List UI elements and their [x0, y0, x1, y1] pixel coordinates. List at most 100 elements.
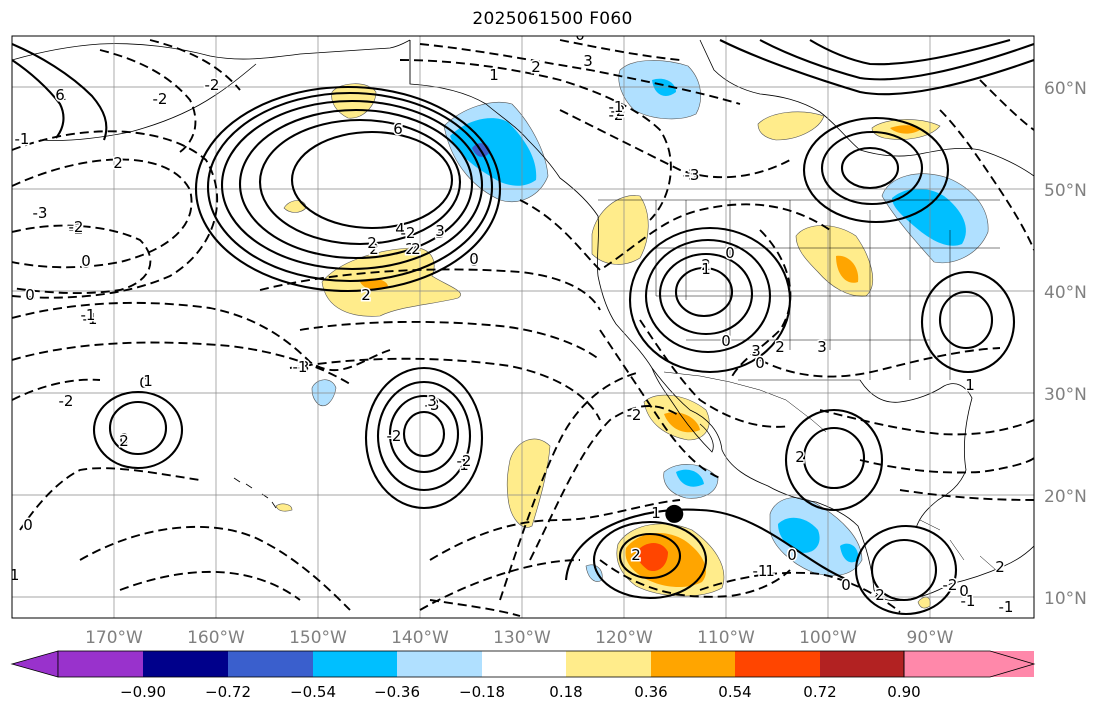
contour-label: -1	[753, 562, 768, 580]
contour-line	[238, 108, 474, 260]
contour-label: 1	[459, 456, 469, 474]
contour-label: 0	[721, 332, 731, 350]
contour-line	[729, 229, 792, 381]
contour-label: -1	[293, 358, 308, 376]
contour-label: 1	[965, 376, 975, 394]
lat-label: 10°N	[1044, 589, 1087, 609]
contour-label: -3	[295, 358, 310, 376]
contour-label: 2	[369, 240, 379, 258]
contour-line	[289, 357, 601, 421]
contour-label: 0	[959, 582, 969, 600]
colorbar-segment	[651, 651, 735, 677]
contour-label: -2	[59, 392, 74, 410]
contour-label: 3	[427, 392, 437, 410]
contour-label: 3	[435, 224, 445, 242]
contour-label: 0	[139, 374, 149, 392]
contour-line	[519, 199, 831, 272]
coastline-baja	[651, 367, 714, 453]
colorbar-tick-label: −0.36	[374, 683, 420, 701]
contour-label: 2	[631, 546, 641, 564]
contour-line	[399, 59, 672, 221]
contour-line	[859, 457, 1034, 474]
lat-label: 20°N	[1044, 487, 1087, 507]
lon-label: 130°W	[493, 628, 551, 648]
contour-line	[599, 559, 791, 598]
contour-label: 1	[651, 504, 661, 522]
contour-label: 2	[367, 234, 377, 252]
contour-label: 1	[489, 66, 499, 84]
contour-label: -1	[83, 310, 98, 328]
colorbar-tick-label: 0.72	[803, 683, 836, 701]
contour-label: -2	[627, 406, 642, 424]
colorbar-tick-label: 0.18	[549, 683, 582, 701]
contour-label: 0	[575, 26, 585, 44]
shaded-region	[836, 255, 859, 283]
contour-line	[220, 99, 484, 271]
contour-label: 0	[787, 546, 797, 564]
lat-label: 60°N	[1044, 79, 1087, 99]
shaded-region	[275, 503, 293, 512]
contour-label: 2	[795, 448, 805, 466]
contour-line	[870, 538, 938, 602]
contour-line	[592, 520, 708, 600]
colorbar-segment	[397, 651, 482, 677]
contour-line	[920, 270, 1016, 374]
contour-line	[12, 224, 152, 295]
contour-label: -2	[205, 76, 220, 94]
latitude-axis: 60°N 50°N 40°N 30°N 20°N 10°N	[1044, 79, 1087, 609]
contour-line	[854, 524, 958, 616]
contour-line	[499, 371, 641, 601]
contour-label: -2	[69, 220, 84, 238]
contour-label: 2	[119, 432, 129, 450]
coastline-alaska	[12, 39, 411, 61]
contour-line	[979, 79, 1034, 131]
contour-label: 1	[701, 260, 711, 278]
contour-line	[429, 599, 521, 617]
contour-label: 0	[81, 254, 91, 272]
contour-line	[376, 380, 472, 492]
contour-line	[644, 238, 772, 354]
contour-label: 4	[395, 220, 405, 238]
shaded-region	[450, 118, 537, 186]
contour-line	[99, 49, 197, 153]
contour-label: 2	[875, 586, 885, 604]
contour-line	[719, 39, 1034, 96]
contour-label: 2	[411, 240, 421, 258]
shaded-region	[840, 543, 859, 563]
negative-contour-layer	[12, 39, 1034, 617]
colorbar-segment	[482, 651, 566, 677]
contour-line	[899, 489, 1034, 501]
contour-line	[299, 320, 601, 361]
contour-line	[79, 525, 351, 611]
contour-label: 0	[23, 516, 33, 534]
contour-line	[206, 91, 494, 283]
colorbar-segment	[143, 651, 228, 677]
contour-label: 6	[55, 86, 65, 104]
contour-label: -2	[387, 427, 402, 445]
colorbar-tick-label: −0.54	[290, 683, 336, 701]
contour-line	[119, 570, 301, 601]
lat-label: 40°N	[1044, 283, 1087, 303]
contour-line	[784, 408, 884, 512]
shaded-region	[636, 543, 668, 572]
colorbar-segment	[58, 651, 143, 677]
contour-label: -1	[5, 566, 20, 584]
shaded-region	[506, 438, 551, 528]
lon-label: 90°W	[907, 628, 954, 648]
contour-line	[599, 329, 721, 479]
contour-label: -3	[33, 204, 48, 222]
contour-label: -1	[15, 130, 30, 148]
colorbar-tick-label: 0.90	[887, 683, 920, 701]
contour-label: -2	[611, 102, 626, 120]
contour-line	[419, 559, 581, 611]
contour-line	[12, 378, 101, 401]
contour-label: 0	[841, 576, 851, 594]
contour-line	[559, 109, 791, 179]
longitude-axis: 170°W 160°W 150°W 140°W 130°W 120°W 110°…	[85, 628, 954, 648]
contour-line	[12, 59, 65, 139]
contour-label: -3	[683, 166, 698, 184]
contour-line	[149, 39, 241, 91]
contour-line	[840, 146, 900, 190]
lat-label: 50°N	[1044, 181, 1087, 201]
